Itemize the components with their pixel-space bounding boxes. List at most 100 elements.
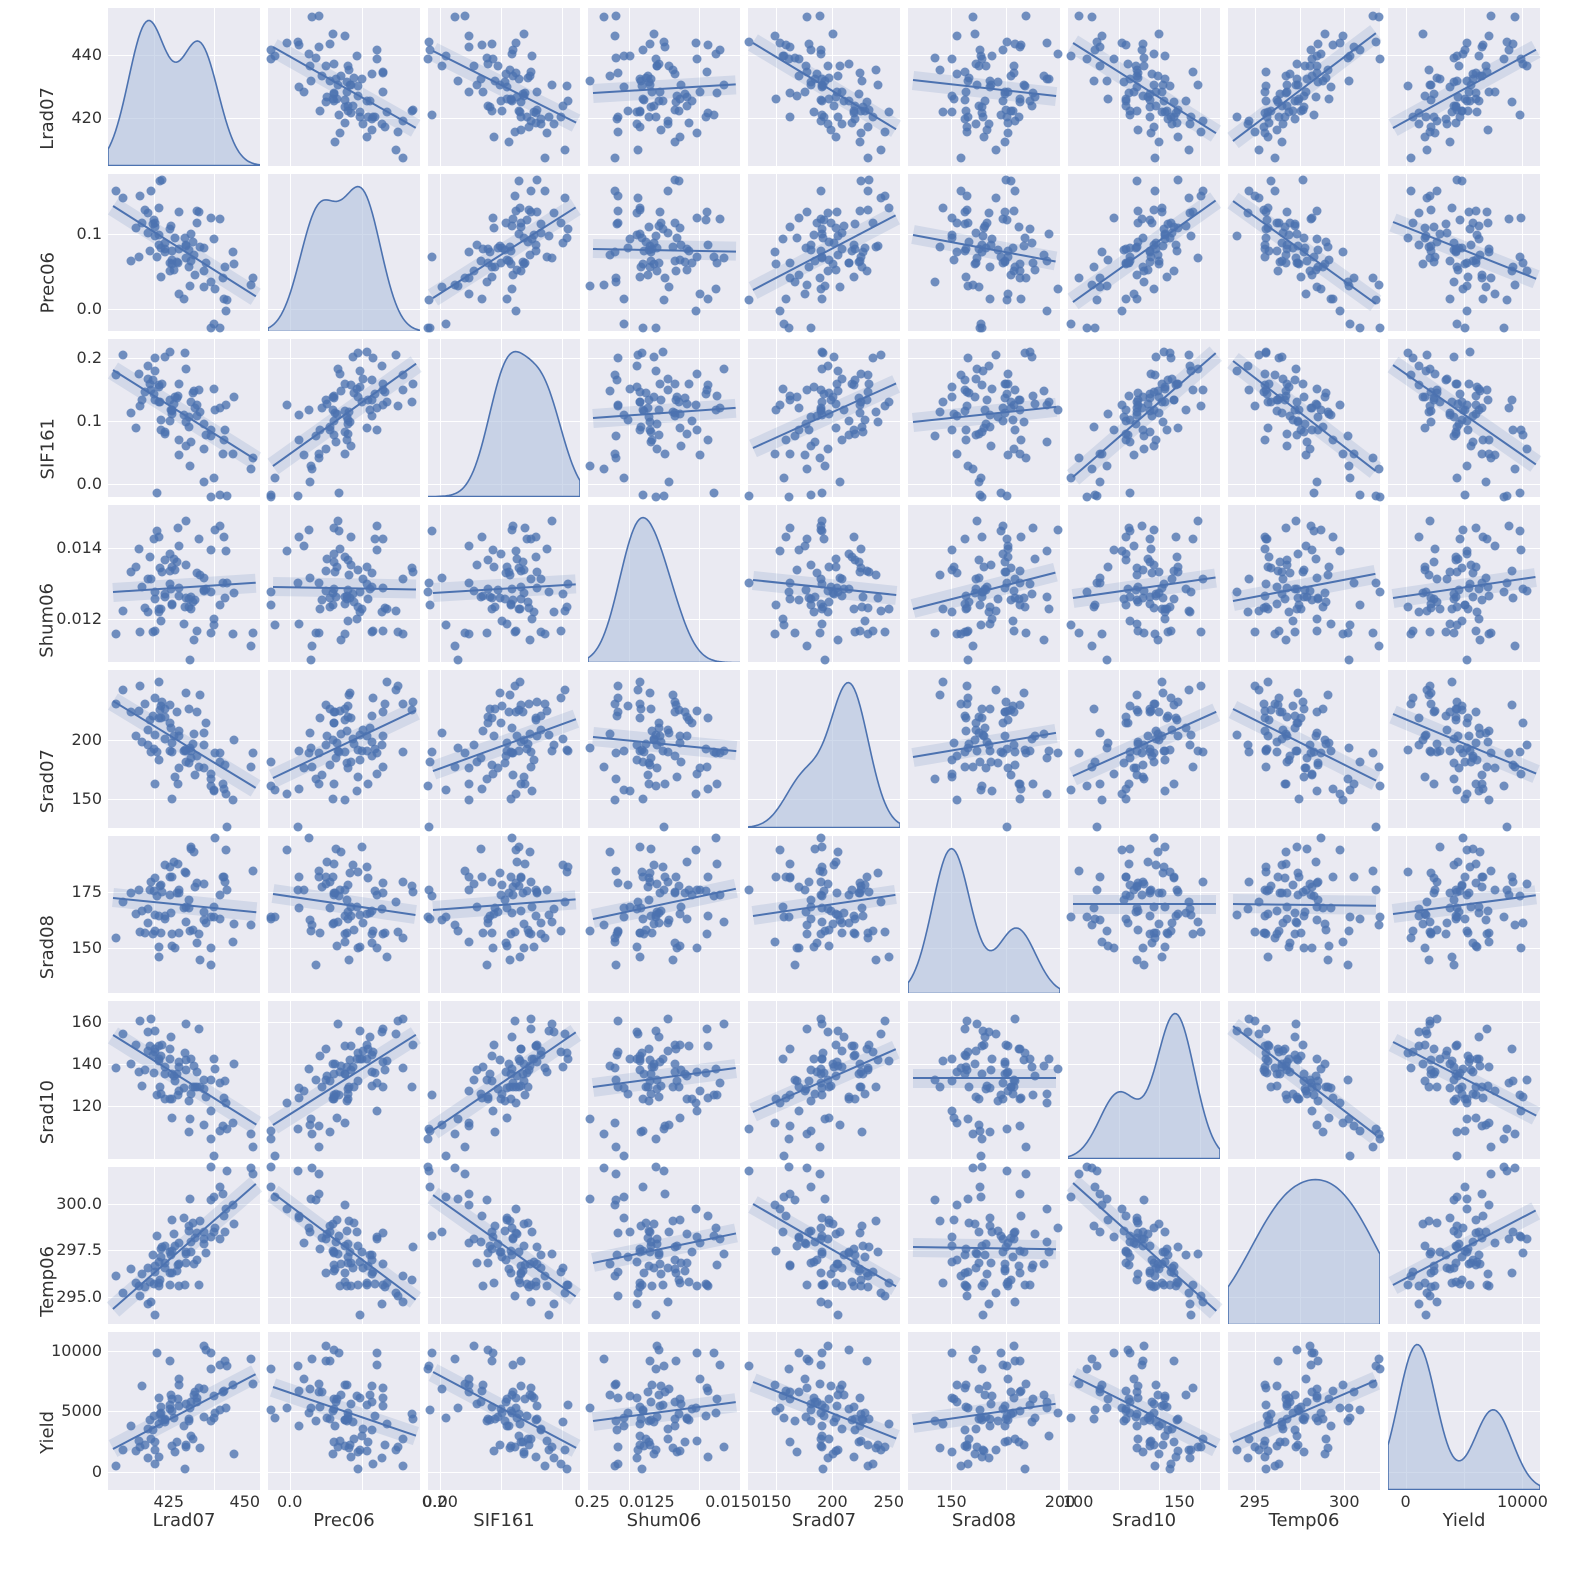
scatter-point [975,283,984,292]
scatter-point [520,943,529,952]
pairplot-cell: 0.00.1Prec06 [108,174,260,332]
scatter-point [308,1130,317,1139]
scatter-point [665,1228,674,1237]
scatter-point [1432,187,1441,196]
scatter-point [961,406,970,415]
y-tick-label: 150 [71,791,102,807]
scatter-point [487,1052,496,1061]
scatter-point [660,873,669,882]
scatter-point [1166,602,1175,611]
scatter-point [189,848,198,857]
scatter-point [1131,908,1140,917]
scatter-point [986,1127,995,1136]
scatter-point [334,1020,343,1029]
scatter-point [511,1016,520,1025]
scatter-point [329,97,338,106]
scatter-point [771,1119,780,1128]
pairplot-cell [428,505,580,663]
scatter-point [399,1064,408,1073]
scatter-point [786,42,795,51]
scatter-point [472,1258,481,1267]
scatter-point [947,425,956,434]
scatter-point [844,550,853,559]
scatter-point [353,602,362,611]
y-axis-label: Temp06 [39,1246,57,1317]
scatter-point [1474,614,1483,623]
scatter-point [209,473,218,482]
scatter-point [712,50,721,59]
scatter-point [962,273,971,282]
scatter-point [1508,593,1517,602]
scatter-point [192,568,201,577]
scatter-point [993,77,1002,86]
scatter-point [180,602,189,611]
scatter-point [874,869,883,878]
scatter-point [341,1041,350,1050]
scatter-point [211,1065,220,1074]
scatter-point [1103,739,1112,748]
scatter-point [450,641,459,650]
pairplot-cell [1068,836,1220,994]
scatter-point [1011,425,1020,434]
scatter-point [1263,424,1272,433]
scatter-point [1121,97,1130,106]
scatter-point [964,354,973,363]
scatter-point [1243,741,1252,750]
scatter-point [1486,866,1495,875]
scatter-point [167,1113,176,1122]
scatter-point [379,879,388,888]
scatter-point [196,691,205,700]
scatter-point [1418,1060,1427,1069]
scatter-point [488,760,497,769]
scatter-point [1328,533,1337,542]
scatter-point [1040,72,1049,81]
scatter-point [1233,112,1242,121]
scatter-point [977,492,986,501]
scatter-point [872,65,881,74]
scatter-point [517,125,526,134]
scatter-point [1451,716,1460,725]
scatter-point [1138,943,1147,952]
scatter-point [885,397,894,406]
scatter-point [550,741,559,750]
scatter-point [524,604,533,613]
scatter-point [230,393,239,402]
scatter-point [230,1220,239,1229]
scatter-point [1124,918,1133,927]
scatter-point [562,602,571,611]
scatter-point [1298,888,1307,897]
scatter-point [1453,1151,1462,1160]
scatter-point [611,866,620,875]
pairplot-cell [1228,1001,1380,1159]
scatter-point [936,1082,945,1091]
scatter-point [961,599,970,608]
scatter-point [1025,1055,1034,1064]
scatter-point [160,428,169,437]
scatter-point [807,1127,816,1136]
scatter-point [165,550,174,559]
scatter-point [938,1056,947,1065]
scatter-point [713,860,722,869]
scatter-point [367,627,376,636]
scatter-point [771,873,780,882]
scatter-point [1263,1069,1272,1078]
scatter-point [1173,732,1182,741]
scatter-point [821,461,830,470]
scatter-point [377,120,386,129]
pairplot-cell: 150175Srad08 [108,836,260,994]
pairplot-cell [748,174,900,332]
scatter-point [785,860,794,869]
scatter-point [704,1211,713,1220]
scatter-point [442,786,451,795]
scatter-point [358,375,367,384]
scatter-point [1120,758,1129,767]
scatter-point [314,42,323,51]
scatter-point [367,1082,376,1091]
scatter-point [353,943,362,952]
scatter-point [118,606,127,615]
scatter-point [646,262,655,271]
scatter-point [488,214,497,223]
scatter-point [702,1279,711,1288]
scatter-point [987,384,996,393]
scatter-point [991,194,1000,203]
